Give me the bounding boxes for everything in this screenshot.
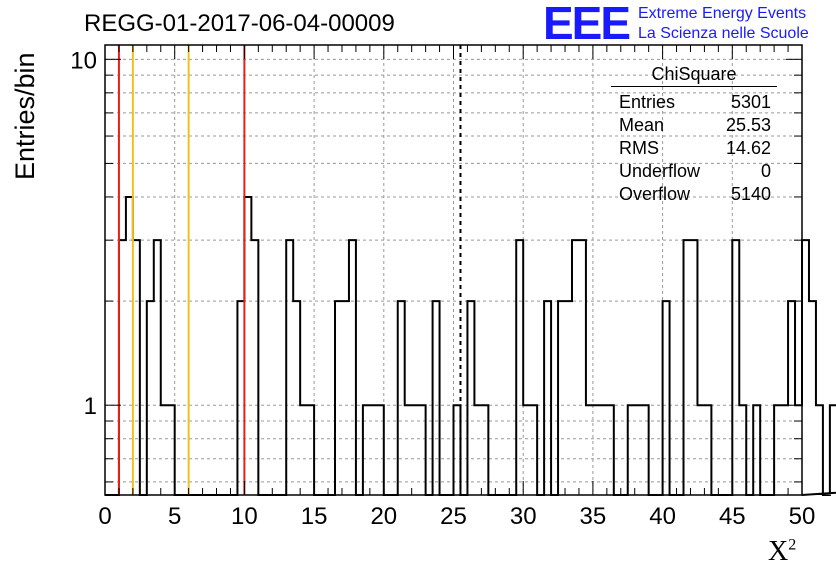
x-tick-label: 0 xyxy=(98,503,111,530)
stats-box: ChiSquare Entries 5301 Mean 25.53 RMS 14.62… xyxy=(609,64,779,206)
x-tick-label: 30 xyxy=(510,503,537,530)
x-axis-label: X2 xyxy=(768,536,797,567)
stats-row-overflow: Overflow 5140 xyxy=(619,184,771,204)
x-tick-label: 5 xyxy=(168,503,181,530)
stats-title: ChiSquare xyxy=(611,64,777,87)
x-tick-label: 50 xyxy=(789,503,816,530)
stats-row-rms: RMS 14.62 xyxy=(619,138,771,158)
logo-line-2: La Scienza nelle Scuole xyxy=(638,25,809,42)
y-tick-label: 1 xyxy=(84,393,97,420)
x-tick-label: 15 xyxy=(301,503,328,530)
stats-row-mean: Mean 25.53 xyxy=(619,115,771,135)
x-tick-label: 10 xyxy=(231,503,258,530)
page-title: REGG-01-2017-06-04-00009 xyxy=(84,10,395,37)
x-tick-label: 20 xyxy=(370,503,397,530)
x-tick-label: 25 xyxy=(440,503,467,530)
x-tick-label: 40 xyxy=(649,503,676,530)
y-tick-label: 10 xyxy=(70,47,97,74)
x-tick-label: 45 xyxy=(719,503,746,530)
stats-row-entries: Entries 5301 xyxy=(619,92,771,112)
stats-row-underflow: Underflow 0 xyxy=(619,161,771,181)
eee-logo: EEE xyxy=(543,0,631,49)
x-tick-label: 35 xyxy=(580,503,607,530)
logo-line-1: Extreme Energy Events xyxy=(638,5,807,22)
